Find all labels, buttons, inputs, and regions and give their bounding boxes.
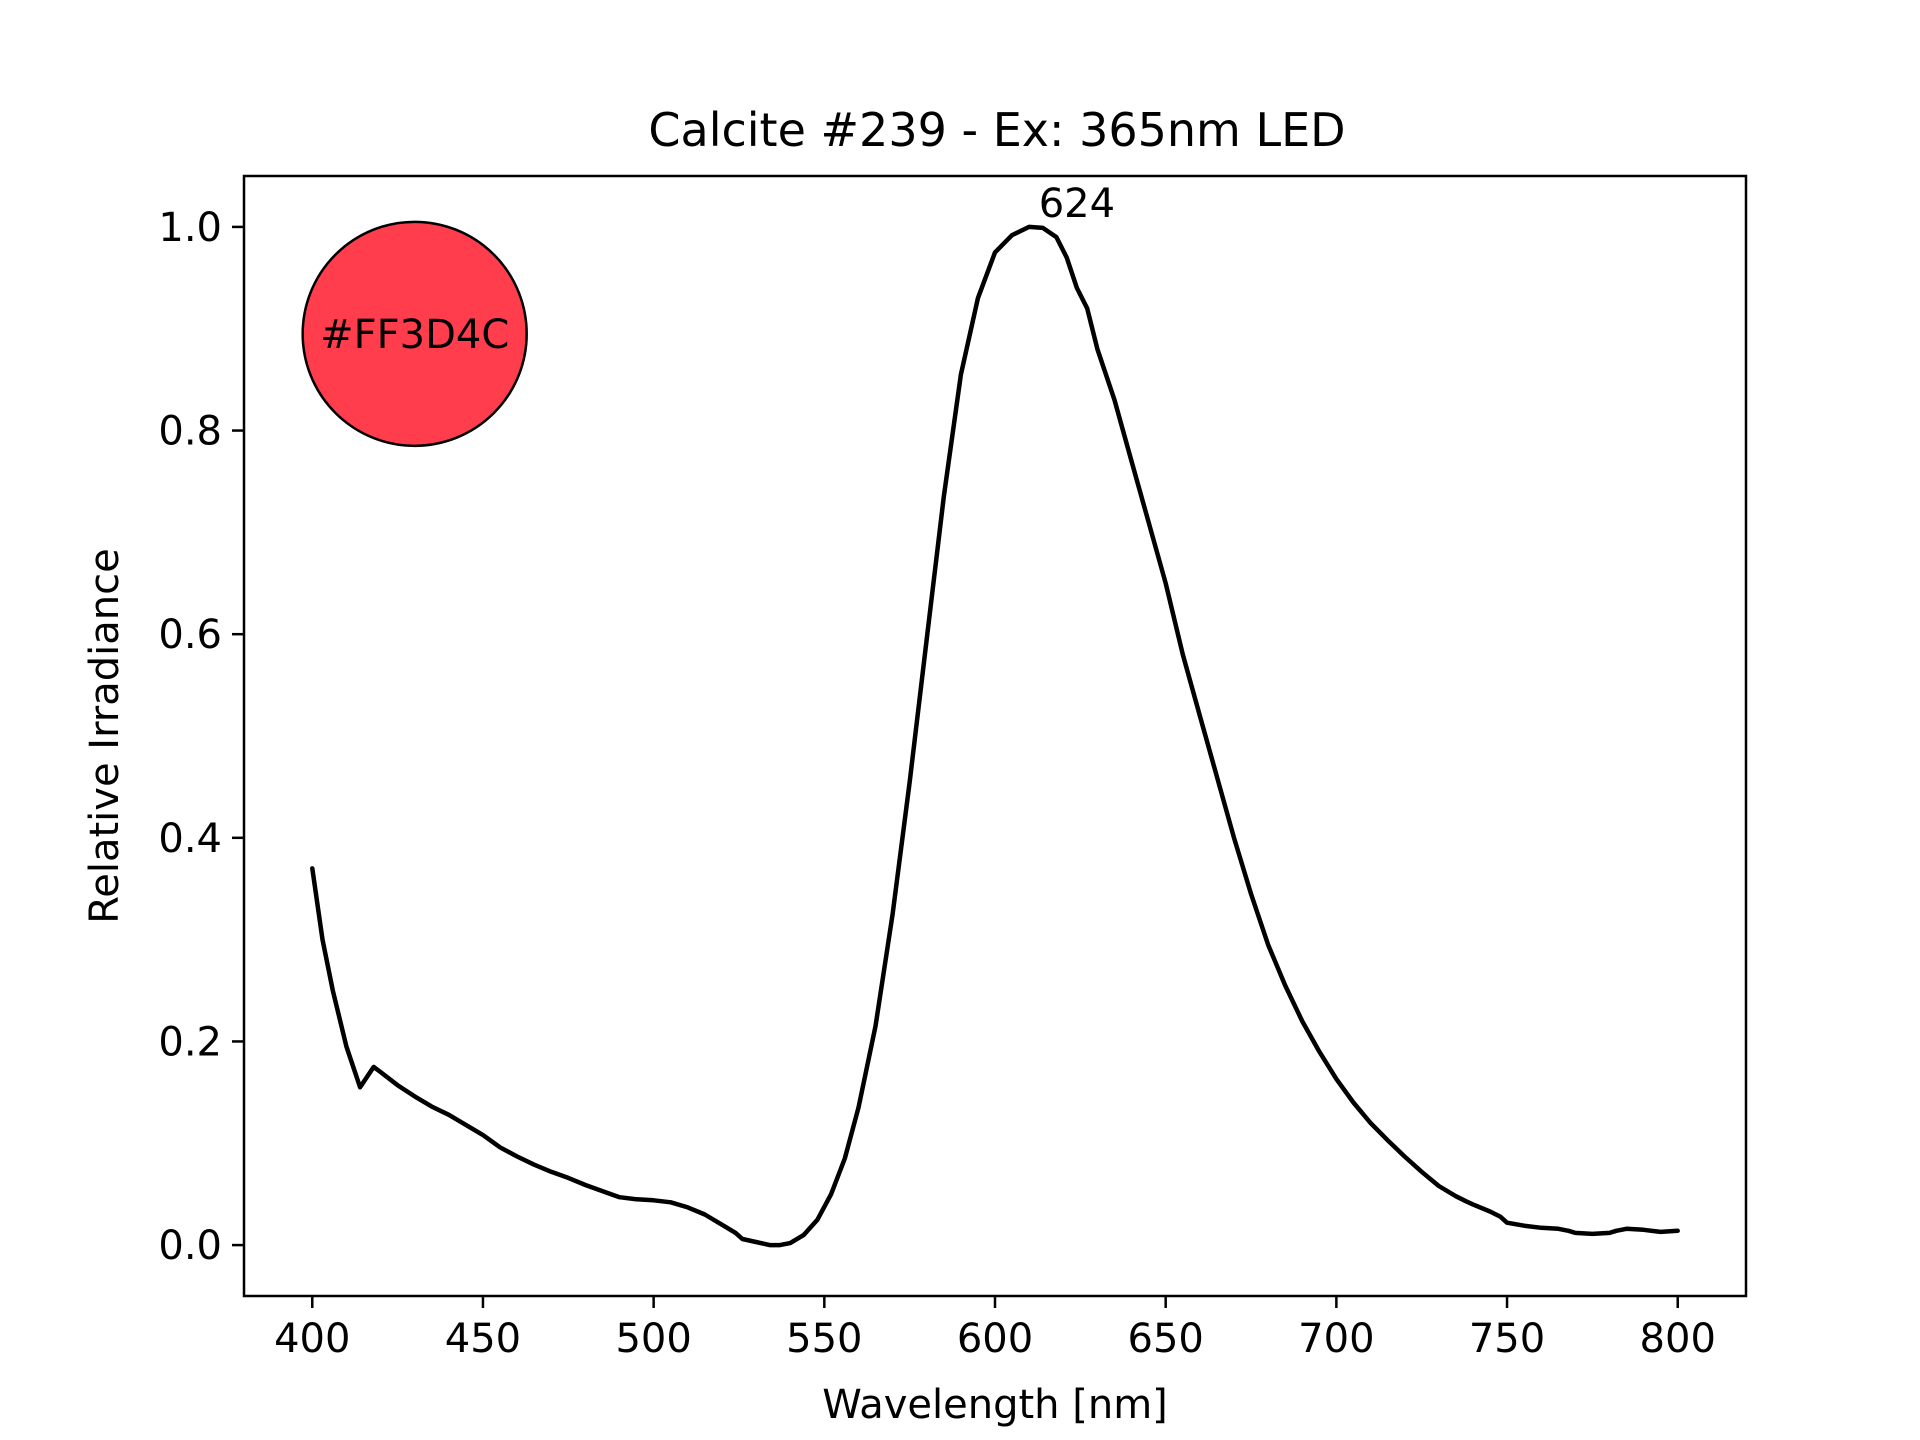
y-tick-label: 0.6 [158, 612, 222, 658]
x-tick-label: 550 [786, 1316, 862, 1362]
y-tick-label: 0.8 [158, 409, 222, 455]
x-tick-label: 800 [1640, 1316, 1716, 1362]
y-axis-label: Relative Irradiance [82, 548, 128, 924]
x-axis: 400 450 500 550 600 650 700 750 800 [274, 1296, 1716, 1362]
y-tick-label: 1.0 [158, 205, 222, 251]
x-tick-label: 750 [1469, 1316, 1545, 1362]
series-line [310, 224, 1680, 1248]
x-axis-label: Wavelength [nm] [822, 1382, 1168, 1428]
chart-title: Calcite #239 - Ex: 365nm LED [648, 103, 1345, 157]
x-tick-label: 650 [1128, 1316, 1204, 1362]
swatch-label: #FF3D4C [320, 312, 509, 358]
peak-annotation: 624 [1039, 181, 1115, 227]
x-tick-label: 400 [274, 1316, 350, 1362]
y-tick-label: 0.0 [158, 1223, 222, 1269]
swatch-circle [301, 220, 528, 448]
y-tick-label: 0.4 [158, 816, 222, 862]
y-axis: 0.0 0.2 0.4 0.6 0.8 1.0 [158, 205, 244, 1269]
x-tick-label: 450 [445, 1316, 521, 1362]
y-tick-label: 0.2 [158, 1019, 222, 1065]
color-swatch: #FF3D4C [301, 220, 528, 448]
x-tick-label: 700 [1298, 1316, 1374, 1362]
x-tick-label: 600 [957, 1316, 1033, 1362]
x-tick-label: 500 [615, 1316, 691, 1362]
